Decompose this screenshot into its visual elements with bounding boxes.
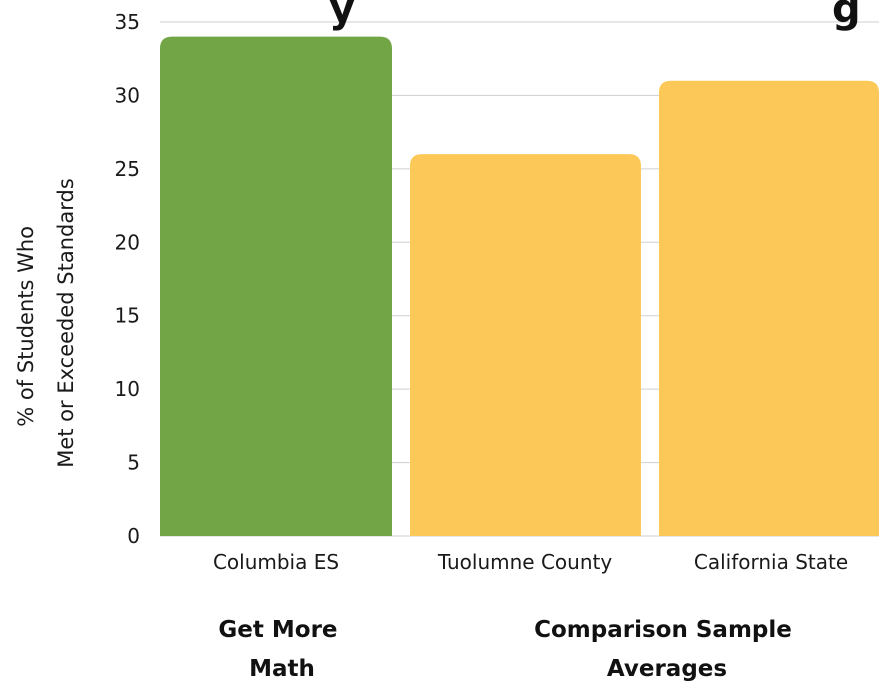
y-tick-label: 20 — [115, 230, 140, 254]
y-tick-label: 35 — [115, 10, 140, 34]
chart-title-fragment-right: g — [832, 0, 861, 32]
y-tick-label: 5 — [127, 451, 140, 475]
y-tick-label: 25 — [115, 157, 140, 181]
category-label: Tuolumne County — [437, 550, 613, 574]
y-tick-label: 0 — [127, 524, 140, 548]
group-label-comparison-sample-averages: Comparison Sample Averages — [534, 617, 800, 682]
y-axis-ticks: 0 5 10 15 20 25 30 35 — [115, 10, 140, 548]
group-label-line-2: Math — [249, 656, 315, 682]
chart-title-fragment-left: y — [329, 0, 355, 32]
group-label-line-1: Get More — [218, 617, 337, 643]
y-tick-label: 15 — [115, 304, 140, 328]
group-label-line-2: Averages — [607, 656, 727, 682]
category-label: California State — [694, 550, 848, 574]
y-axis-label-line-2: Met or Exceeded Standards — [54, 178, 78, 468]
bars — [160, 36, 879, 536]
y-tick-label: 30 — [115, 83, 140, 107]
category-label: Columbia ES — [213, 550, 339, 574]
group-label-get-more-math: Get More Math — [218, 617, 345, 682]
y-axis-label-line-1: % of Students Who — [14, 226, 38, 427]
y-tick-label: 10 — [115, 377, 140, 401]
bar-tuolumne-county — [410, 154, 641, 536]
category-labels: Columbia ES Tuolumne County California Sta… — [213, 550, 848, 574]
group-label-line-1: Comparison Sample — [534, 617, 792, 643]
bar-columbia-es — [160, 36, 392, 536]
bar-california-state — [659, 80, 879, 536]
y-axis-label: % of Students Who Met or Exceeded Standa… — [14, 178, 78, 468]
